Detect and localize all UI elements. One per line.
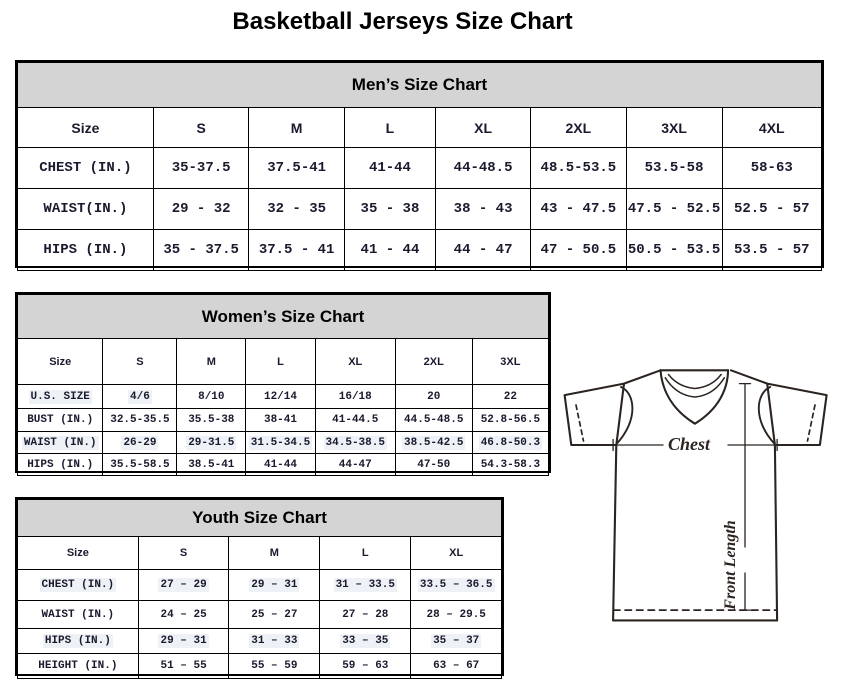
svg-text:Chest: Chest (668, 434, 711, 454)
svg-text:Front Length: Front Length (722, 520, 739, 610)
